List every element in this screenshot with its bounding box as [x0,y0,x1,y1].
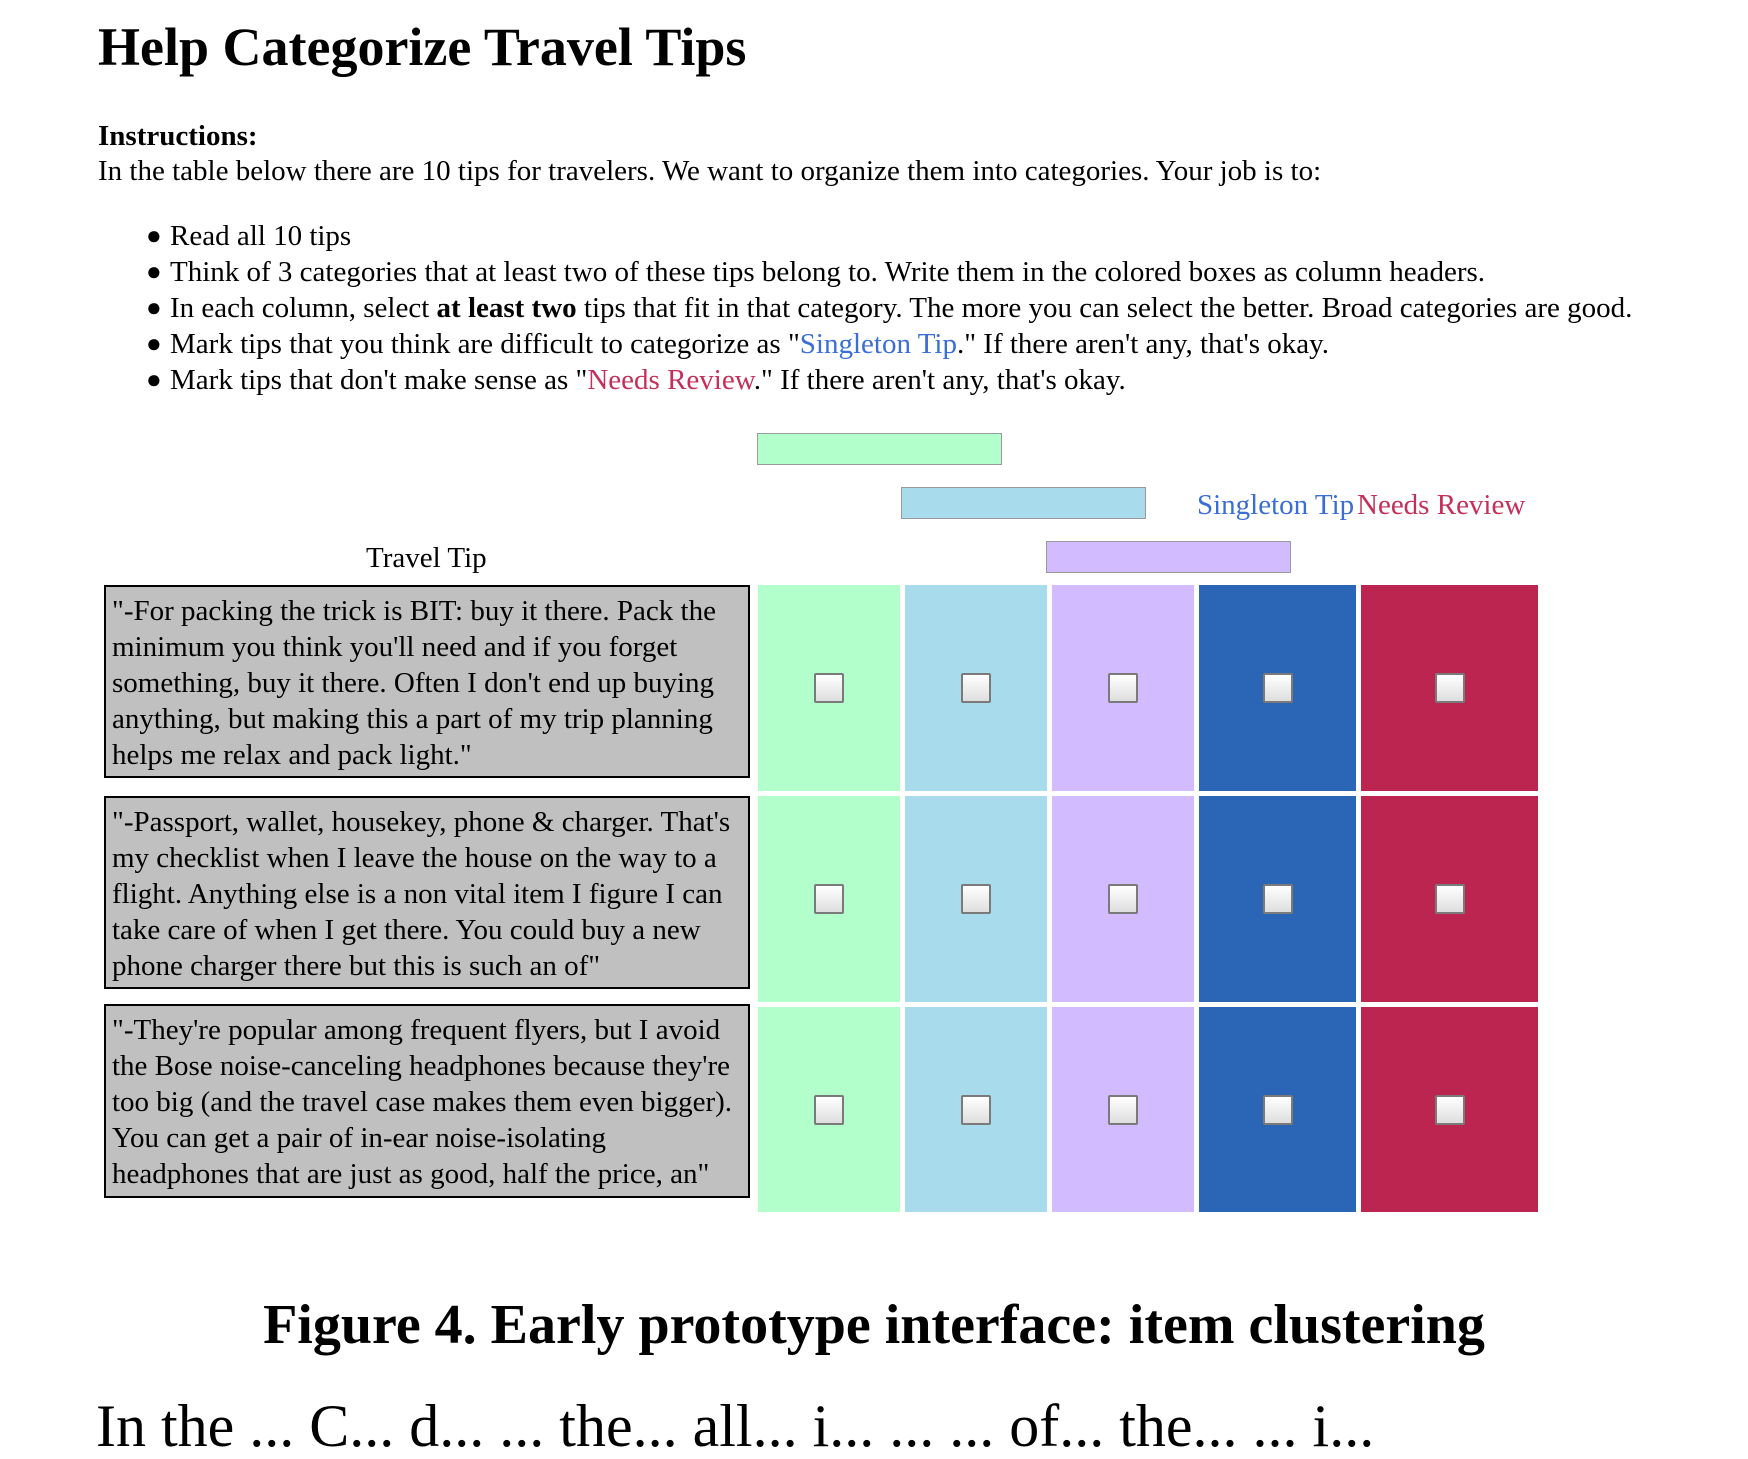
instructions-list: ● Read all 10 tips ● Think of 3 categories… [130,218,1632,398]
instruction-item: ● Mark tips that don't make sense as "Nee… [146,364,1126,396]
category-2-cell [905,796,1047,1002]
instruction-item: ● In each column, select at least two tip… [146,292,1633,324]
singleton-tip-cell [1199,585,1356,791]
travel-tip-header: Travel Tip [366,542,487,574]
category-1-checkbox[interactable] [814,1094,844,1125]
bullet-icon: ● [146,221,162,250]
category-1-checkbox[interactable] [814,673,844,703]
singleton-tip-header: Singleton Tip [1197,489,1355,521]
needs-review-cell [1361,585,1538,791]
singleton-tip-checkbox[interactable] [1262,673,1293,703]
category-2-cell [905,1007,1047,1212]
singleton-tip-checkbox[interactable] [1262,884,1293,914]
singleton-tip-cell [1199,1007,1356,1212]
category-3-cell [1052,1007,1194,1212]
page-title: Help Categorize Travel Tips [98,17,747,77]
category-2-cell [905,585,1047,791]
needs-review-header: Needs Review [1357,489,1526,521]
emphasis-text: at least two [436,292,577,324]
category-3-header-input[interactable] [1046,541,1291,573]
category-1-cell [758,585,900,791]
category-3-checkbox[interactable] [1108,884,1138,914]
category-2-header-input[interactable] [901,487,1146,519]
instruction-item: ● Think of 3 categories that at least two… [146,256,1486,288]
needs-review-cell [1361,1007,1538,1212]
category-3-cell [1052,796,1194,1002]
tip-text-cell: "-For packing the trick is BIT: buy it t… [104,585,750,778]
category-2-checkbox[interactable] [961,1094,991,1125]
instruction-item: ● Mark tips that you think are difficult … [146,328,1329,360]
instruction-item: ● Read all 10 tips [146,220,352,252]
category-2-checkbox[interactable] [961,673,991,703]
bullet-icon: ● [146,329,162,358]
category-1-header-input[interactable] [757,433,1002,465]
instructions-heading: Instructions: [98,120,258,152]
category-3-cell [1052,585,1194,791]
needs-review-checkbox[interactable] [1434,884,1465,914]
category-1-cell [758,1007,900,1212]
category-1-cell [758,796,900,1002]
needs-review-checkbox[interactable] [1434,1094,1465,1125]
needs-review-cell [1361,796,1538,1002]
figure-caption: Figure 4. Early prototype interface: ite… [263,1294,1485,1356]
category-2-checkbox[interactable] [961,884,991,914]
bullet-icon: ● [146,365,162,394]
bullet-icon: ● [146,257,162,286]
tip-text-cell: "-Passport, wallet, housekey, phone & ch… [104,796,750,989]
singleton-tip-checkbox[interactable] [1262,1094,1293,1125]
category-3-checkbox[interactable] [1108,1094,1138,1125]
instructions-intro: In the table below there are 10 tips for… [98,155,1322,187]
singleton-tip-cell [1199,796,1356,1002]
singleton-keyword: Singleton Tip [799,328,957,360]
category-3-checkbox[interactable] [1108,673,1138,703]
needs-review-checkbox[interactable] [1434,673,1465,703]
needs-review-keyword: Needs Review [587,364,754,396]
cut-off-body-text: In the ... C... d... ... the... all... i… [96,1393,1375,1459]
bullet-icon: ● [146,293,162,322]
tip-text-cell: "-They're popular among frequent flyers,… [104,1004,750,1198]
category-1-checkbox[interactable] [814,884,844,914]
